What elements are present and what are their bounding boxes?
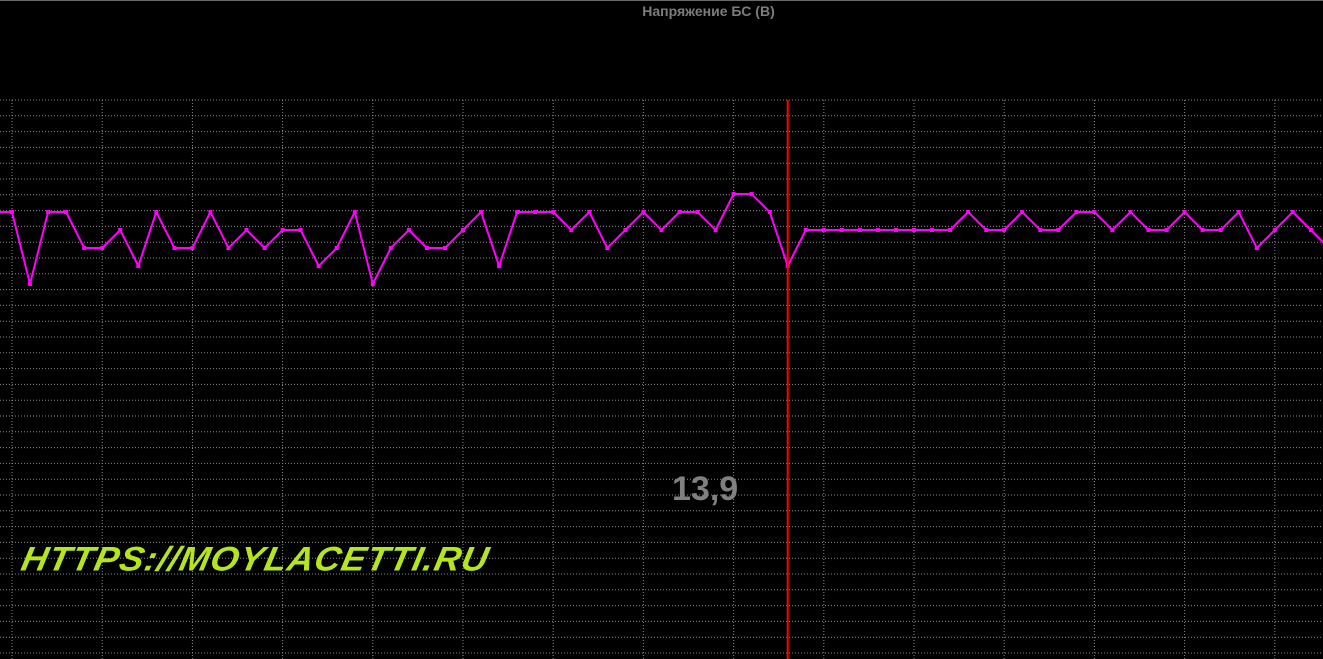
- data-point: [984, 228, 989, 232]
- data-point: [461, 228, 465, 232]
- data-point: [930, 228, 934, 232]
- data-point: [28, 282, 32, 286]
- data-point: [1110, 228, 1115, 232]
- data-point: [659, 228, 664, 232]
- data-point: [569, 228, 574, 232]
- data-point: [352, 210, 357, 214]
- data-point: [605, 246, 610, 250]
- data-point: [695, 210, 700, 214]
- data-point: [1254, 246, 1259, 250]
- data-point: [821, 228, 826, 232]
- data-point: [64, 210, 69, 214]
- data-point: [875, 228, 880, 232]
- data-point: [1200, 228, 1205, 232]
- data-point: [208, 210, 213, 214]
- data-point: [298, 228, 303, 232]
- data-point: [1218, 228, 1223, 232]
- data-point: [280, 228, 285, 232]
- data-point: [587, 210, 592, 214]
- data-point: [1236, 210, 1241, 214]
- data-point: [244, 228, 249, 232]
- data-point: [803, 228, 808, 232]
- data-point: [334, 246, 339, 250]
- data-point: [1128, 210, 1133, 214]
- data-point: [406, 228, 411, 232]
- data-point: [713, 228, 718, 232]
- data-point: [1056, 228, 1061, 232]
- data-point: [894, 228, 898, 232]
- data-point: [497, 264, 502, 268]
- data-point: [1074, 210, 1079, 214]
- data-point: [1146, 228, 1151, 232]
- data-point: [100, 246, 105, 250]
- data-point: [1002, 228, 1007, 232]
- data-point: [388, 246, 393, 250]
- data-point: [1038, 228, 1043, 232]
- data-point: [82, 246, 87, 250]
- data-point: [1308, 228, 1313, 232]
- data-point: [226, 246, 231, 250]
- data-point: [479, 210, 483, 214]
- data-point: [641, 210, 646, 214]
- data-point: [136, 264, 141, 268]
- data-point: [749, 192, 754, 196]
- data-point: [551, 210, 556, 214]
- data-point: [1182, 210, 1187, 214]
- data-point: [515, 210, 520, 214]
- data-point: [857, 228, 862, 232]
- series-line: [0, 193, 1323, 287]
- data-point: [316, 264, 321, 268]
- data-point: [443, 246, 447, 250]
- chart-title: Напряжение БС (В): [642, 3, 775, 19]
- watermark-logo: HTTPS://MOYLACETTI.RU: [17, 539, 494, 578]
- data-point: [731, 192, 736, 196]
- data-point: [623, 228, 628, 232]
- data-point: [118, 228, 123, 232]
- data-point: [767, 210, 772, 214]
- data-point: [912, 228, 916, 232]
- data-point: [1092, 210, 1097, 214]
- data-point: [424, 246, 429, 250]
- data-point: [677, 210, 682, 214]
- data-point: [948, 228, 953, 232]
- data-point: [154, 210, 159, 214]
- series-points: [10, 192, 1313, 286]
- data-point: [190, 246, 195, 250]
- data-point: [262, 246, 267, 250]
- top-border: [0, 0, 1323, 1]
- data-point: [966, 210, 971, 214]
- data-point: [1164, 228, 1169, 232]
- data-point: [1290, 210, 1295, 214]
- data-point: [10, 210, 14, 214]
- data-point: [839, 228, 844, 232]
- cursor-value-readout: 13,9: [672, 470, 739, 508]
- data-point: [46, 210, 51, 214]
- data-point: [1020, 210, 1025, 214]
- data-point: [1272, 228, 1277, 232]
- data-point: [533, 210, 538, 214]
- data-point: [172, 246, 177, 250]
- data-point: [370, 282, 375, 286]
